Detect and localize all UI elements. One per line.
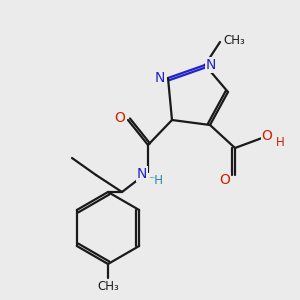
- Text: N: N: [206, 58, 216, 72]
- Text: CH₃: CH₃: [97, 280, 119, 293]
- Text: ⁻H: ⁻H: [148, 173, 164, 187]
- Text: O: O: [115, 111, 125, 125]
- Text: H: H: [276, 136, 284, 149]
- Text: CH₃: CH₃: [223, 34, 245, 46]
- Text: N: N: [155, 71, 165, 85]
- Text: O: O: [262, 129, 272, 143]
- Text: O: O: [220, 173, 230, 187]
- Text: N: N: [137, 167, 147, 181]
